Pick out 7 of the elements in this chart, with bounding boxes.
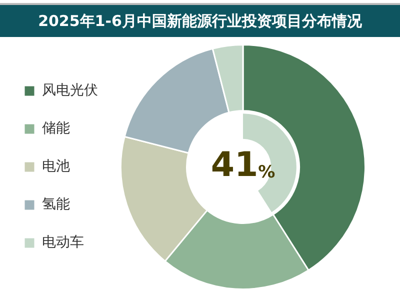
legend-label: 风电光伏 <box>42 82 98 99</box>
legend-label: 氢能 <box>42 196 70 213</box>
legend-label: 储能 <box>42 120 70 137</box>
data-label: 41% <box>210 144 276 185</box>
legend-label: 电动车 <box>42 234 84 251</box>
chart-title: 2025年1-6月中国新能源行业投资项目分布情况 <box>0 3 400 37</box>
legend-label: 电池 <box>42 158 70 175</box>
